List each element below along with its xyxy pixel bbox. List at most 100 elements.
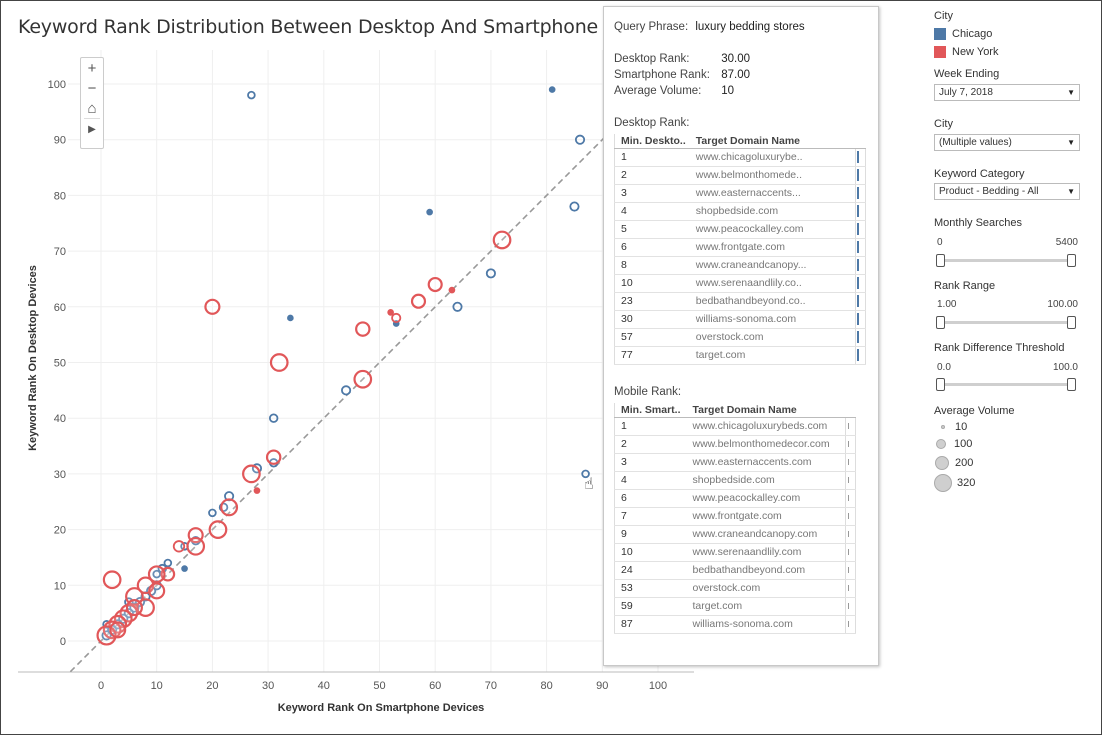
volume-legend-label: 100 [954,438,973,450]
table-row: 3 www.easternaccents... [613,184,866,203]
bar-marker [848,513,849,519]
smartphone-rank-label: Smartphone Rank: [614,69,710,81]
rank-cell: 57 [613,328,690,347]
city-filter-dropdown[interactable]: (Multiple values) ▼ [934,134,1080,151]
x-tick-label: 70 [485,680,497,692]
domain-cell: target.com [689,346,856,365]
map-controls: + − ⌂ ▶ [80,57,104,149]
x-tick-label: 30 [262,680,274,692]
monthly-searches-min: 0 [937,237,943,248]
slider-track [938,259,1076,262]
rank-cell: 3 [614,453,687,472]
slider-min-handle[interactable] [936,316,945,329]
table-row: 4 shopbedside.com [613,202,866,221]
table-row: 4 shopbedside.com [614,471,856,490]
domain-cell: bedbathandbeyond.com [686,561,846,580]
bar-cell [855,238,866,257]
zoom-out-button[interactable]: − [87,79,97,97]
slider-min-handle[interactable] [936,378,945,391]
chicago-point [452,301,463,312]
monthly-searches-slider[interactable] [934,253,1080,267]
table-row: 9 www.craneandcanopy.com [614,525,856,544]
rank-cell: 4 [614,471,687,490]
bar-marker [857,259,859,271]
bar-marker [848,495,849,501]
home-icon[interactable]: ⌂ [87,99,97,117]
rank-cell: 23 [613,292,690,311]
rank-range-slider[interactable] [934,315,1080,329]
new-york-point [269,353,289,372]
bar-marker [857,295,859,307]
bar-cell [845,579,856,598]
chicago-point [268,413,279,423]
keyword-category-title: Keyword Category [934,168,1025,180]
bar-marker [857,241,859,253]
table-row: 2 www.belmonthomedecor.com [614,435,856,454]
dropdown-arrow-icon: ▼ [1067,187,1075,196]
bar-cell [845,507,856,526]
domain-cell: target.com [686,597,846,616]
expand-toolbar-icon[interactable]: ▶ [88,123,96,135]
desktop-rank-value: 30.00 [721,53,750,65]
tooltip: Query Phrase: luxury bedding stores Desk… [603,6,879,666]
table-row: 23 bedbathandbeyond.co.. [613,292,866,311]
volume-legend-item: 320 [934,474,975,492]
zoom-in-button[interactable]: + [87,59,97,77]
domain-cell: www.easternaccents.com [686,453,846,472]
new-york-point [387,309,394,316]
rank-diff-title: Rank Difference Threshold [934,342,1065,354]
chicago-point [426,208,433,216]
bar-cell [855,166,866,185]
x-tick-label: 90 [596,680,608,692]
y-tick-label: 80 [54,190,66,202]
week-ending-value: July 7, 2018 [939,87,993,98]
legend-label: New York [952,46,999,58]
avg-volume-label: Average Volume: [614,85,702,97]
x-tick-label: 50 [373,680,385,692]
bar-cell [845,471,856,490]
bar-cell [845,417,856,436]
slider-max-handle[interactable] [1067,316,1076,329]
table-row: 30 williams-sonoma.com [613,310,866,329]
volume-legend-label: 10 [955,421,968,433]
new-york-point [353,369,373,389]
week-ending-dropdown[interactable]: July 7, 2018 ▼ [934,84,1080,101]
hand-cursor-icon: ☝ [584,476,594,493]
slider-min-handle[interactable] [936,254,945,267]
slider-max-handle[interactable] [1067,254,1076,267]
x-tick-label: 40 [318,680,330,692]
bar-cell [845,525,856,544]
x-tick-label: 80 [540,680,552,692]
slider-max-handle[interactable] [1067,378,1076,391]
week-ending-title: Week Ending [934,68,1000,80]
table-row: 1 www.chicagoluxurybe.. [613,148,866,167]
table-row: 6 www.frontgate.com [613,238,866,257]
table-row: 3 www.easternaccents.com [614,453,856,472]
y-tick-label: 40 [54,413,66,425]
y-tick-label: 90 [54,135,66,147]
legend-item-new-york[interactable]: New York [934,46,998,58]
bar-marker [857,349,859,361]
dropdown-arrow-icon: ▼ [1067,88,1075,97]
chicago-point [181,565,188,572]
bar-cell [855,256,866,275]
mobile-col-rank-header: Min. Smart.. [614,403,687,418]
volume-legend-label: 200 [955,457,974,469]
rank-range-max: 100.00 [1047,299,1078,310]
new-york-point [448,286,456,294]
bar-marker [848,531,849,537]
mobile-col-domain-header: Target Domain Name [686,403,856,418]
chicago-point [485,268,496,279]
legend-item-chicago[interactable]: Chicago [934,28,992,40]
rank-cell: 87 [614,615,687,634]
keyword-category-dropdown[interactable]: Product - Bedding - All ▼ [934,183,1080,200]
new-york-point [242,464,261,484]
rank-cell: 10 [613,274,690,293]
table-row: 5 www.peacockalley.com [613,220,866,239]
rank-diff-slider[interactable] [934,377,1080,391]
bar-cell [845,597,856,616]
bar-cell [845,615,856,634]
table-row: 59 target.com [614,597,856,616]
rank-cell: 8 [613,256,690,275]
desktop-rank-section-title: Desktop Rank: [614,117,690,129]
